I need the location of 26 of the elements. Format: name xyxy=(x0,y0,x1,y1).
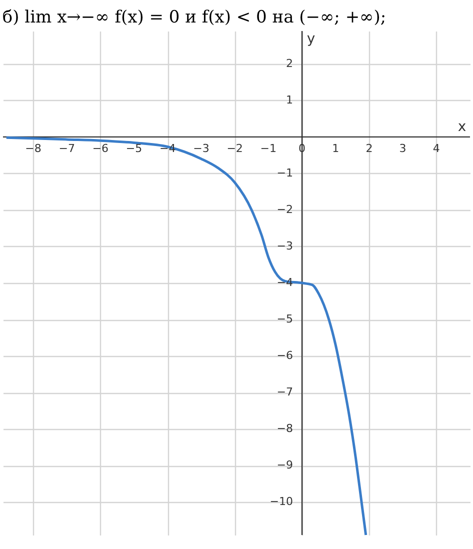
y-tick-label: 1 xyxy=(286,93,294,106)
x-tick-label: 4 xyxy=(432,142,440,155)
y-tick-label: −1 xyxy=(276,166,294,180)
x-tick-label: −2 xyxy=(226,142,243,155)
x-tick-label: 1 xyxy=(332,142,340,155)
chart-title: б) lim x→−∞ f(x) = 0 и f(x) < 0 на (−∞; +∞); xyxy=(2,7,386,28)
x-tick-label: 3 xyxy=(399,142,406,155)
x-tick-label: 2 xyxy=(366,142,373,155)
y-tick-label: −10 xyxy=(270,495,294,508)
y-axis-title: y xyxy=(306,31,316,47)
x-tick-label: −1 xyxy=(260,142,277,155)
y-tick-label: −7 xyxy=(276,386,294,399)
x-axis-title: x xyxy=(458,118,466,135)
x-tick-label: −6 xyxy=(92,142,109,155)
y-tick-label: 2 xyxy=(286,56,294,70)
y-tick-label: −6 xyxy=(276,349,294,362)
y-tick-label: −5 xyxy=(276,312,294,326)
line-series xyxy=(5,136,368,536)
x-tick-label: −5 xyxy=(126,142,142,155)
y-tick-label: −9 xyxy=(276,458,294,472)
y-tick-label: −2 xyxy=(276,202,294,216)
x-tick-label: −7 xyxy=(58,142,75,155)
y-tick-label: −3 xyxy=(276,239,294,252)
y-tick-label: −8 xyxy=(276,422,294,436)
x-tick-label: −8 xyxy=(25,142,42,155)
x-tick-label: −3 xyxy=(193,142,210,155)
